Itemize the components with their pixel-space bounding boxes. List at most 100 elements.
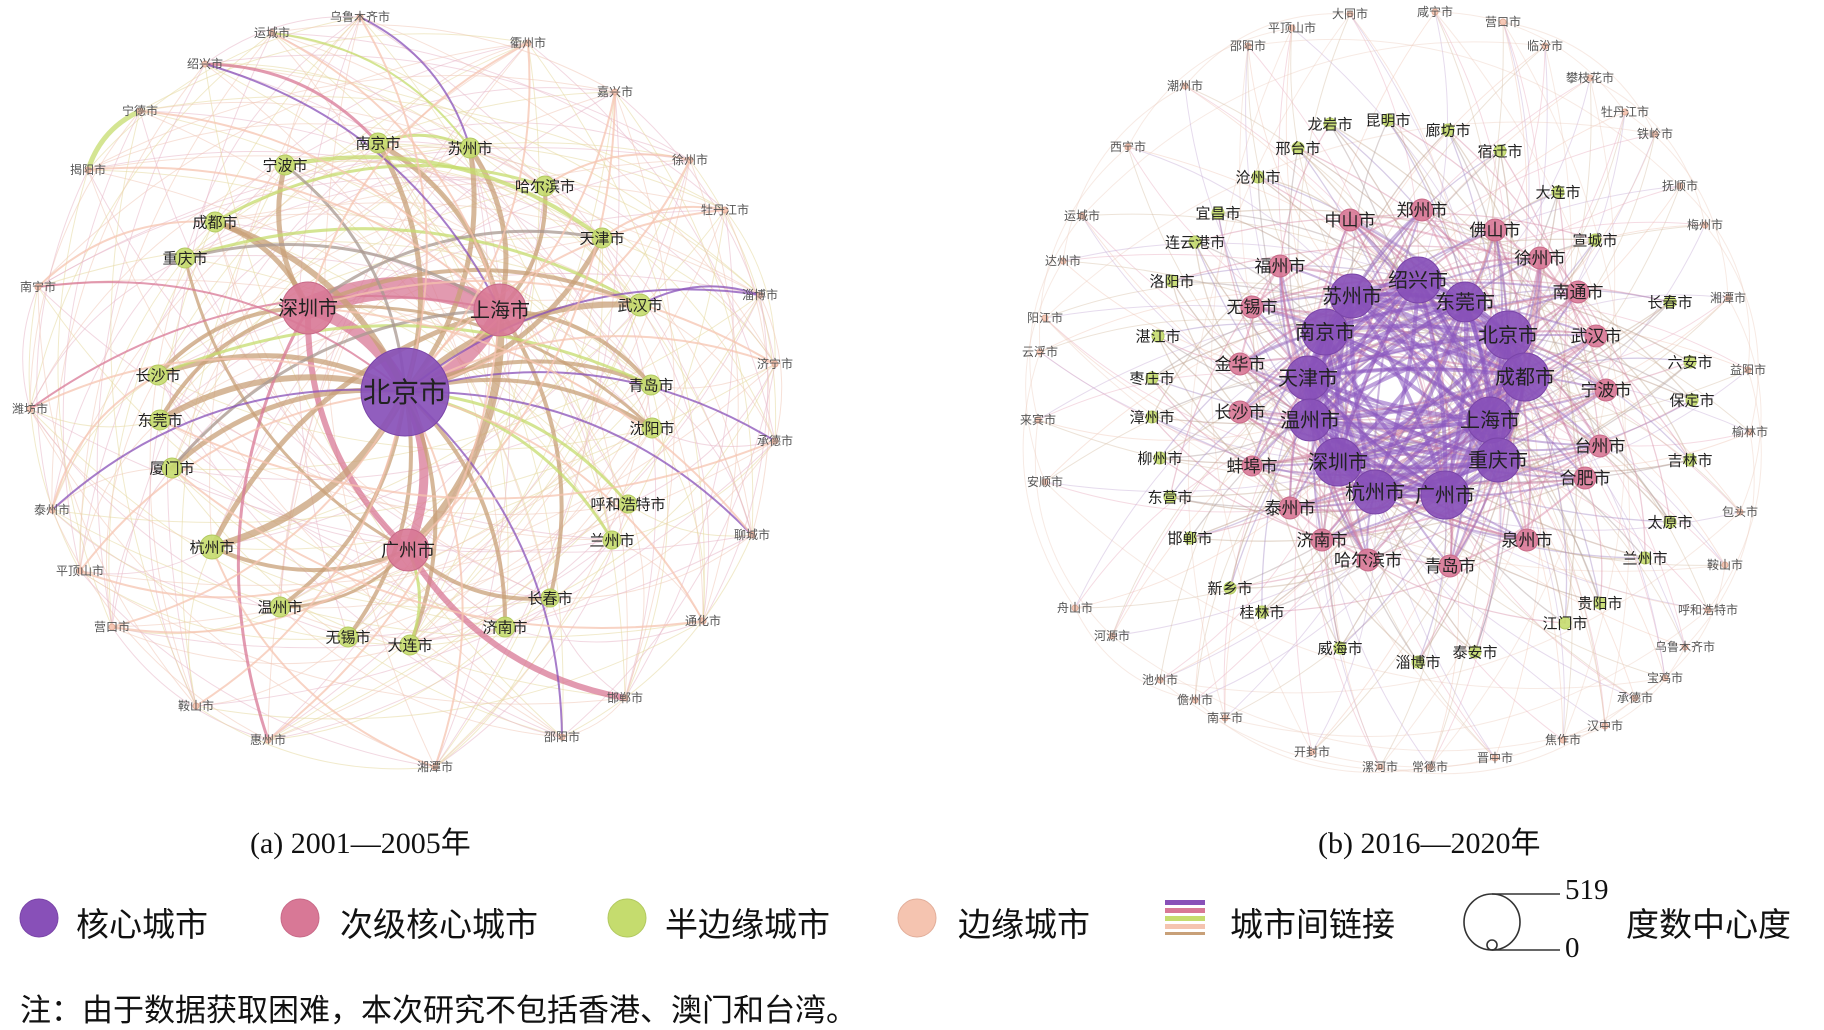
- panel-a-link: [347, 427, 653, 638]
- panel-a-node-label: 聊城市: [734, 527, 770, 542]
- panel-b-node-circle: [1551, 185, 1565, 199]
- panel-b-node-circle: [1515, 528, 1539, 552]
- panel-b-link: [1727, 297, 1762, 513]
- panel-b-node-circle: [1251, 170, 1265, 184]
- panel-b-node-circle: [1323, 117, 1337, 131]
- legend-semi-label: 半边缘城市: [665, 905, 830, 944]
- panel-b-node: 潮州市: [1167, 78, 1203, 93]
- panel-a-node-circle: [771, 437, 779, 445]
- panel-a-node-circle: [161, 457, 183, 479]
- panel-a-link: [271, 32, 726, 211]
- panel-a-link: [51, 509, 269, 741]
- panel-b-link: [1524, 297, 1729, 378]
- panel-a-link: [209, 16, 361, 548]
- panel-b-node: 营口市: [1485, 14, 1521, 29]
- legend-sub-label: 次级核心城市: [340, 905, 538, 944]
- panel-b-link: [1074, 461, 1339, 609]
- panel-a-node-label: 鞍山市: [178, 698, 214, 713]
- panel-b-node-circle: [1721, 561, 1729, 569]
- panel-b-link: [1169, 265, 1281, 498]
- panel-b-node: 贵阳市: [1577, 594, 1622, 612]
- panel-b-node-label: 宣城市: [1572, 231, 1617, 249]
- panel-a-node: 长春市: [527, 588, 573, 608]
- panel-b-node-label: 潮州市: [1167, 78, 1203, 93]
- panel-b-link: [1524, 376, 1666, 679]
- panel-a-node: 哈尔滨市: [515, 175, 575, 197]
- panel-a-link: [267, 159, 691, 741]
- panel-b-node: 平顶山市: [1268, 20, 1316, 35]
- panel-b-link: [1025, 260, 1064, 483]
- panel-b-link: [1062, 85, 1186, 262]
- panel-b-node-label: 贵阳市: [1577, 594, 1622, 612]
- panel-a-node-label: 营口市: [94, 619, 130, 634]
- panel-b-link: [1194, 419, 1311, 701]
- panel-b-node: 枣庄市: [1129, 369, 1174, 387]
- panel-a-link: [279, 294, 761, 608]
- panel-b-node-circle: [1181, 82, 1189, 90]
- panel-a-node-circle: [602, 530, 622, 550]
- panel-a-node: 广州市: [381, 528, 435, 572]
- panel-b-link: [1157, 335, 1291, 509]
- panel-a-node: 徐州市: [672, 152, 708, 167]
- panel-a-node-circle: [399, 634, 421, 656]
- panel-b-node: 武汉市: [1571, 324, 1622, 348]
- panel-b-node: 晋中市: [1477, 750, 1513, 765]
- panel-a-node-circle: [76, 567, 84, 575]
- panel-b-link: [1489, 419, 1666, 679]
- panel-b-link: [1497, 224, 1706, 461]
- panel-b-node-circle: [1584, 324, 1608, 348]
- panel-a-node-circle: [269, 596, 291, 618]
- panel-a-node: 呼和浩特市: [590, 494, 666, 514]
- panel-a-link: [87, 169, 551, 599]
- panel-b-node-label: 无锡市: [1227, 298, 1278, 318]
- panel-a-link: [29, 110, 141, 410]
- panel-a-link: [79, 570, 436, 768]
- panel-a-node-circle: [147, 364, 169, 386]
- panel-b-node: 宿迁市: [1477, 142, 1522, 160]
- panel-b-node: 牡丹江市: [1601, 104, 1649, 119]
- panel-a-link: [377, 122, 691, 161]
- panel-a-link: [267, 626, 506, 741]
- panel-b-link: [1464, 300, 1749, 371]
- panel-a-caption: (a) 2001—2005年: [250, 827, 471, 860]
- panel-b-node-circle: [1221, 714, 1229, 722]
- panel-b-link: [1022, 351, 1076, 609]
- panel-b-link: [1279, 123, 1331, 267]
- panel-a-link: [111, 363, 776, 628]
- panel-b-node-label: 上海市: [1460, 408, 1520, 432]
- panel-a-node-label: 济宁市: [757, 356, 793, 371]
- panel-b-link: [1257, 176, 1586, 479]
- panel-b-link: [1039, 291, 1353, 353]
- panel-b-link: [1494, 376, 1542, 759]
- panel-b-link: [1239, 363, 1476, 653]
- panel-a-link: [51, 509, 281, 608]
- panel-a-link: [203, 62, 380, 145]
- panel-b-node: 绍兴市: [1388, 256, 1448, 304]
- panel-a-node-circle: [337, 626, 359, 648]
- panel-a-node: 鞍山市: [178, 698, 214, 713]
- panel-b-link: [1194, 699, 1431, 773]
- panel-a-node: 牡丹江市: [701, 202, 749, 217]
- panel-b-node-label: 宿迁市: [1477, 142, 1522, 160]
- panel-b-node-label: 邯郸市: [1167, 529, 1212, 547]
- panel-b-node-label: 临汾市: [1527, 38, 1563, 53]
- panel-b-node-label: 平顶山市: [1268, 20, 1316, 35]
- panel-b-node-circle: [1558, 616, 1572, 630]
- panel-b-link: [1374, 491, 1564, 741]
- panel-a-link: [29, 32, 273, 410]
- panel-b-node-label: 青岛市: [1425, 557, 1476, 577]
- panel-b-link: [1251, 465, 1369, 561]
- panel-a-node-circle: [534, 175, 556, 197]
- panel-b-node: 柳州市: [1137, 449, 1182, 467]
- panel-b-node: 大连市: [1535, 183, 1580, 201]
- panel-a-node-circle: [281, 281, 335, 335]
- panel-a-link: [544, 185, 704, 622]
- panel-a-node-circle: [524, 39, 532, 47]
- panel-b-node-circle: [1588, 233, 1602, 247]
- panel-b-node: 南通市: [1553, 280, 1604, 304]
- panel-a-node: 聊城市: [734, 527, 770, 542]
- legend-sub-swatch: [280, 898, 320, 938]
- panel-b-link: [1323, 330, 1527, 379]
- panel-a-node-circle: [34, 283, 42, 291]
- panel-b-link: [1524, 376, 1741, 513]
